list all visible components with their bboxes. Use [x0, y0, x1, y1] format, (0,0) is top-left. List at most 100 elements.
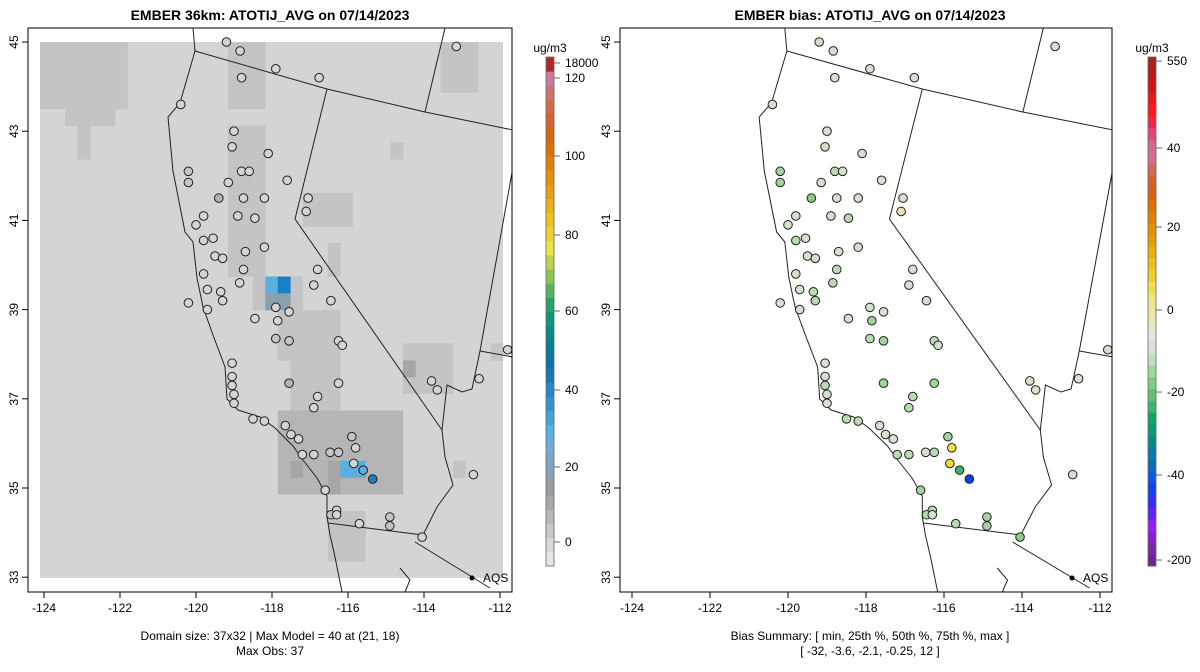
obs-station-marker [271, 63, 281, 74]
bias-summary-header: Bias Summary: [ min, 25th %, 50th %, 75t… [731, 629, 1010, 643]
colorbar-swatch [1148, 258, 1156, 271]
obs-station-marker [314, 72, 324, 83]
bias-map-panel: EMBER bias: ATOTIJ_AVG on 07/14/2023 AQS… [599, 7, 1191, 658]
colorbar-swatch [1148, 506, 1156, 520]
obs-station-marker [325, 447, 335, 458]
model-grid-cell [290, 460, 304, 478]
colorbar-swatch [546, 339, 554, 355]
colorbar-swatch [546, 325, 554, 341]
obs-station-marker [309, 402, 319, 413]
colorbar-swatch [546, 155, 554, 171]
obs-station-marker [244, 166, 254, 177]
obs-station-marker [227, 380, 237, 391]
obs-station-marker [309, 449, 319, 460]
obs-station-marker [358, 465, 369, 475]
bias-station-marker [775, 177, 786, 188]
colorbar-tick-label: 60 [565, 304, 579, 318]
obs-station-marker [229, 389, 239, 400]
obs-station-marker [312, 391, 323, 402]
bias-station-marker [1030, 385, 1041, 395]
model-grid-cell [77, 125, 91, 160]
bias-station-marker [853, 242, 864, 252]
model-grid-cell [277, 310, 341, 361]
bias-station-marker [820, 358, 830, 368]
right-colorbar-unit: ug/m3 [1135, 41, 1169, 55]
obs-station-marker [451, 41, 462, 52]
obs-station-marker [297, 449, 308, 460]
obs-station-marker [198, 211, 209, 221]
obs-station-marker [301, 206, 312, 217]
colorbar-swatch [546, 141, 554, 157]
bias-station-marker [794, 304, 805, 315]
bias-station-marker [947, 443, 957, 453]
colorbar-swatch [546, 368, 554, 383]
obs-station-marker [502, 344, 512, 355]
obs-station-marker [350, 443, 361, 453]
bias-station-marker [898, 193, 908, 203]
lat-tick-label: 41 [7, 213, 21, 227]
bias-station-marker [814, 37, 825, 47]
obs-station-marker [229, 398, 239, 409]
obs-station-marker [417, 532, 427, 542]
obs-station-marker [227, 358, 237, 368]
bias-station-marker [878, 336, 889, 346]
obs-station-marker [221, 37, 232, 47]
colorbar-swatch [1148, 270, 1156, 283]
model-grid-cell [490, 343, 504, 361]
right-axes: -124 -122 -120 -118 -116 -114 -112 33 35 37 39 41 43… [599, 35, 1112, 615]
lat-tick-label: 45 [7, 35, 21, 49]
colorbar-swatch [1148, 163, 1156, 176]
obs-station-marker [183, 298, 194, 308]
lon-tick-label: -116 [932, 601, 955, 615]
colorbar-swatch [1148, 199, 1156, 212]
colorbar-swatch [1148, 471, 1156, 484]
bias-station-marker [927, 509, 938, 520]
bias-station-marker [865, 63, 875, 74]
colorbar-tick-label: -40 [1167, 468, 1185, 482]
bias-station-marker [880, 429, 891, 440]
colorbar-swatch [1148, 222, 1156, 236]
obs-station-marker [248, 414, 258, 424]
colorbar-swatch [546, 467, 554, 482]
bias-station-marker [874, 420, 885, 431]
bias-station-marker [1103, 344, 1112, 355]
bias-station-marker [831, 264, 842, 275]
bias-station-marker [810, 253, 821, 264]
bias-station-marker [1050, 41, 1060, 52]
bias-station-marker [820, 380, 830, 391]
colorbar-swatch [546, 127, 554, 143]
bias-station-marker [933, 340, 943, 351]
lat-tick-label: 43 [599, 124, 613, 138]
bias-station-marker [904, 280, 914, 290]
obs-station-marker [284, 307, 294, 317]
bias-station-marker [853, 416, 864, 426]
obs-station-marker [259, 416, 270, 426]
bias-station-marker [833, 246, 844, 257]
bias-station-marker [878, 378, 889, 388]
lat-tick-label: 43 [7, 124, 21, 138]
colorbar-swatch [1148, 187, 1156, 200]
bias-stations [767, 37, 1112, 542]
colorbar-swatch [546, 523, 554, 539]
colorbar-tick-label: 550 [1167, 54, 1187, 68]
bias-station-marker [904, 402, 914, 413]
colorbar-swatch [546, 85, 554, 100]
bias-station-marker [982, 512, 992, 522]
colorbar-swatch [546, 57, 554, 72]
lat-tick-label: 39 [7, 303, 21, 317]
bias-station-marker [837, 166, 848, 177]
obs-station-marker [198, 235, 209, 246]
obs-station-marker [214, 193, 224, 203]
bias-station-marker [810, 295, 821, 306]
bias-station-marker [915, 485, 926, 496]
lat-tick-label: 37 [7, 392, 21, 406]
obs-station-marker [238, 264, 249, 275]
colorbar-swatch [546, 410, 554, 426]
colorbar-swatch [546, 382, 554, 397]
obs-station-marker [217, 253, 228, 264]
lat-tick-label: 35 [599, 481, 613, 495]
obs-station-marker [263, 148, 274, 159]
lon-tick-label: -112 [1088, 601, 1111, 615]
colorbar-swatch [546, 99, 554, 115]
